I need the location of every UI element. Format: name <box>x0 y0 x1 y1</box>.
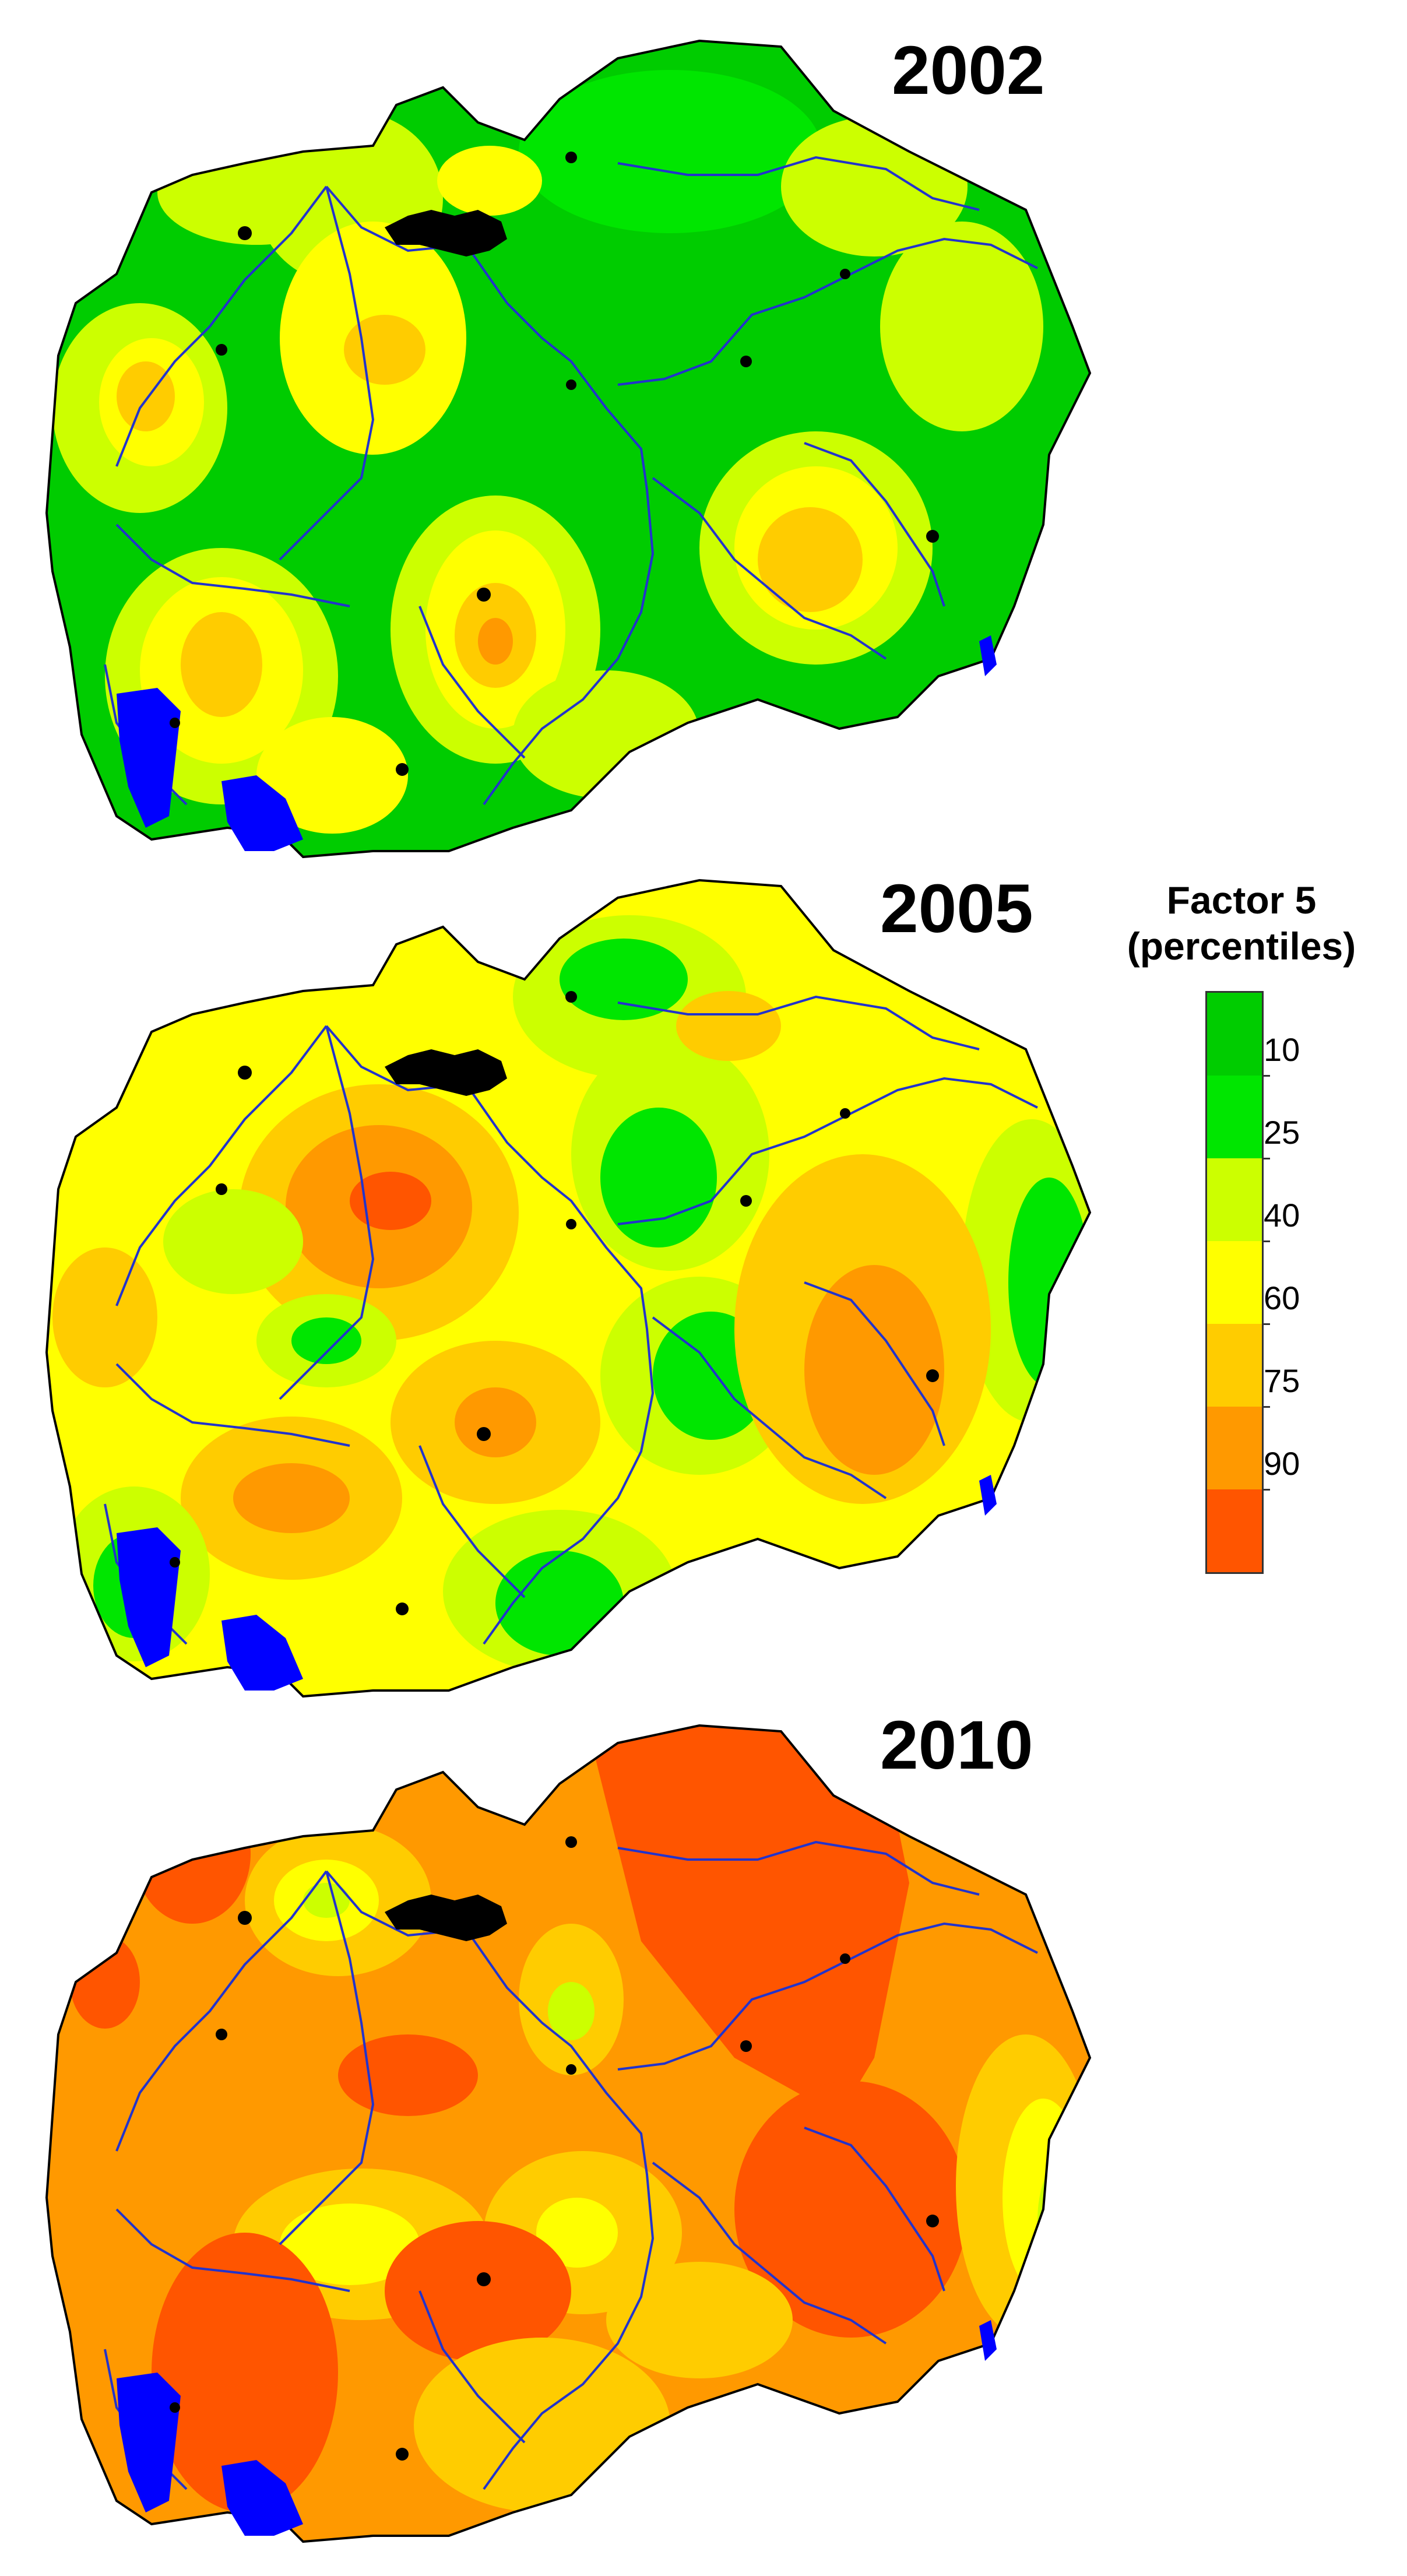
rivers-2010 <box>104 1840 1038 2490</box>
cities-2005 <box>170 991 939 1615</box>
lakes-2005 <box>117 1475 997 1691</box>
lake-west-2002 <box>117 688 181 828</box>
legend-swatch-1 <box>1207 993 1262 1076</box>
map-2002 <box>45 39 1092 859</box>
legend-color-bar <box>1205 991 1264 1574</box>
city-skopje-2005 <box>385 1049 507 1096</box>
city-skopje-2010 <box>385 1895 507 1941</box>
lake-south-2002 <box>221 775 303 851</box>
map-2005 <box>45 878 1092 1698</box>
cities-2002 <box>170 152 939 776</box>
legend-swatch-4 <box>1207 1241 1262 1324</box>
lakes-2002 <box>117 635 997 851</box>
surface-2002 <box>47 41 1090 857</box>
legend-swatch-5 <box>1207 1324 1262 1407</box>
legend-title: Factor 5 (percentiles) <box>1102 877 1381 969</box>
lake-east-2002 <box>979 635 997 676</box>
rivers-2002 <box>104 156 1038 806</box>
legend-swatch-6 <box>1207 1407 1262 1489</box>
legend-swatch-3 <box>1207 1158 1262 1241</box>
map-panel-2002 <box>0 0 1107 863</box>
lake-south-2005 <box>221 1615 303 1691</box>
legend-tick-label: 40 <box>1264 1197 1300 1233</box>
legend-tick-mark <box>1262 1240 1270 1242</box>
legend-tick-label: 60 <box>1264 1280 1300 1316</box>
lake-east-2005 <box>979 1475 997 1516</box>
legend-tick-mark <box>1262 1406 1270 1408</box>
cities-2010 <box>170 1836 939 2461</box>
legend-title-line1: Factor 5 <box>1166 878 1317 922</box>
legend-tick-mark <box>1262 1158 1270 1159</box>
lake-south-2010 <box>221 2460 303 2536</box>
year-label-2010: 2010 <box>880 1707 1033 1784</box>
legend-tick-label: 75 <box>1264 1362 1300 1399</box>
legend-title-line2: (percentiles) <box>1127 925 1356 968</box>
map-panel-2005 <box>0 863 1107 1714</box>
legend-swatch-7 <box>1207 1489 1262 1572</box>
legend-tick-mark <box>1262 1323 1270 1325</box>
lakes-2010 <box>117 2320 997 2536</box>
year-label-2002: 2002 <box>892 32 1045 109</box>
legend-swatch-2 <box>1207 1076 1262 1158</box>
year-label-2005: 2005 <box>880 870 1033 947</box>
map-panel-2010 <box>0 1708 1107 2571</box>
legend-tick-mark <box>1262 1489 1270 1491</box>
city-skopje-2002 <box>385 210 507 256</box>
legend-tick-label: 10 <box>1264 1031 1300 1068</box>
lake-east-2010 <box>979 2320 997 2361</box>
lake-west-2005 <box>117 1527 181 1667</box>
map-2010 <box>45 1724 1092 2543</box>
legend-tick-label: 90 <box>1264 1445 1300 1482</box>
legend-tick-label: 25 <box>1264 1114 1300 1151</box>
lake-west-2010 <box>117 2373 181 2512</box>
legend-tick-mark <box>1262 1075 1270 1077</box>
